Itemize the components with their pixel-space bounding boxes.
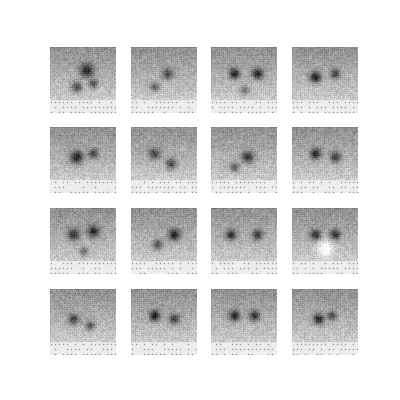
sample-tile [50, 208, 116, 274]
sample-tile [131, 289, 197, 355]
sample-tile [50, 289, 116, 355]
sample-tile [292, 208, 358, 274]
sample-tile [211, 208, 277, 274]
sample-tile [292, 289, 358, 355]
sample-tile [292, 127, 358, 193]
sample-tile [50, 127, 116, 193]
sample-tile [50, 47, 116, 113]
sample-tile [131, 208, 197, 274]
sample-tile [211, 47, 277, 113]
sample-tile [131, 127, 197, 193]
sample-tile [292, 47, 358, 113]
sample-tile [211, 127, 277, 193]
sample-tile [211, 289, 277, 355]
sample-tile [131, 47, 197, 113]
